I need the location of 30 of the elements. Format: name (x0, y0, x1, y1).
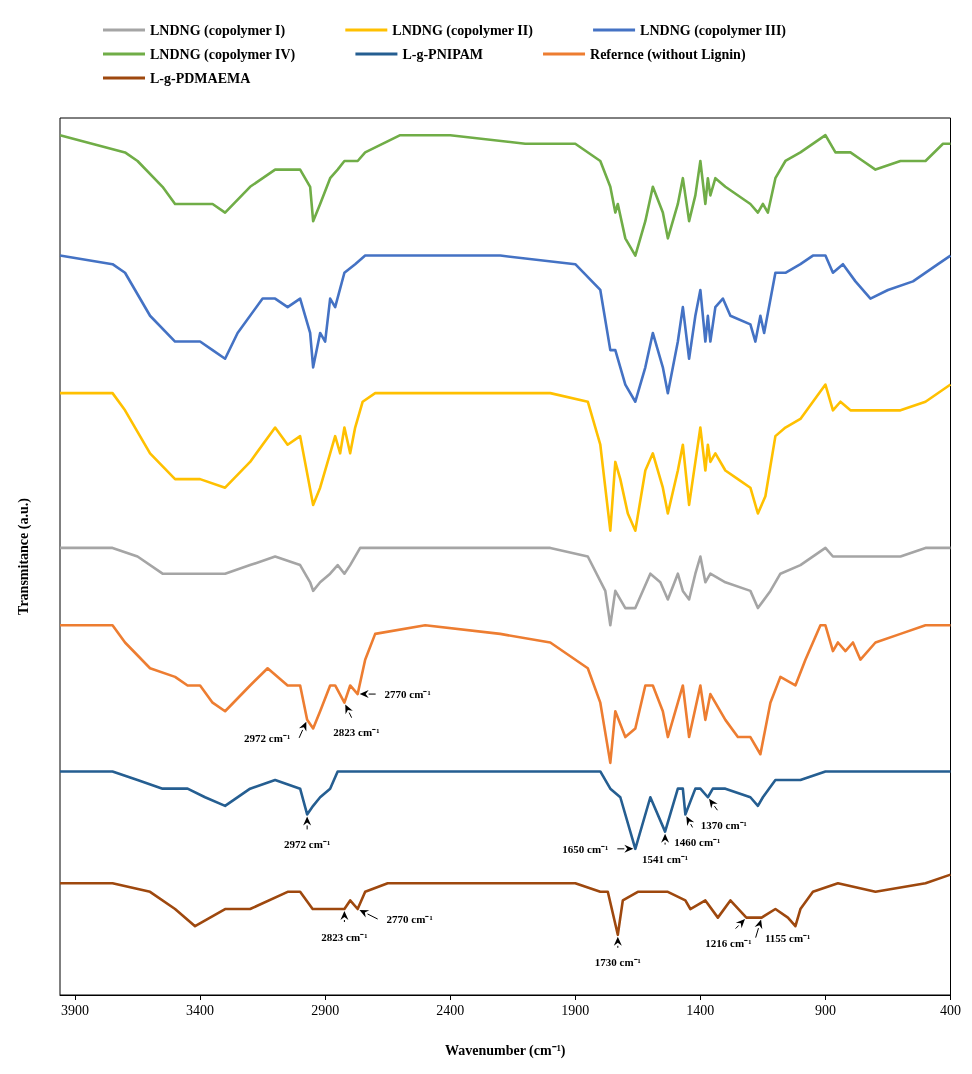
legend-label: L-g-PDMAEMA (150, 70, 252, 86)
annotation: 1730 cm⁻¹ (594, 956, 641, 969)
x-tick-label: 3400 (186, 1002, 215, 1018)
x-tick-label: 3900 (61, 1002, 90, 1018)
annotation: 2972 cm⁻¹ (284, 837, 331, 850)
annotation: 2770 cm⁻¹ (384, 688, 431, 701)
legend-label: L-g-PNIPAM (402, 46, 484, 62)
annotation: 1460 cm⁻¹ (674, 835, 721, 848)
annotation: 2770 cm⁻¹ (386, 913, 433, 926)
x-tick-label: 1900 (561, 1002, 590, 1018)
legend-label: LNDNG (copolymer III) (640, 22, 787, 39)
legend-label: LNDNG (copolymer IV) (150, 46, 296, 63)
annotation: 1541 cm⁻¹ (642, 853, 689, 866)
annotation: 1155 cm⁻¹ (764, 931, 811, 944)
annotation: 2972 cm⁻¹ (244, 731, 291, 744)
annotation: 1216 cm⁻¹ (705, 937, 752, 950)
annotation: 2823 cm⁻¹ (321, 930, 368, 943)
legend-label: Refernce (without Lignin) (590, 46, 746, 63)
x-tick-label: 2900 (311, 1002, 340, 1018)
x-tick-label: 2400 (436, 1002, 465, 1018)
legend-label: LNDNG (copolymer II) (392, 22, 534, 39)
annotation: 1650 cm⁻¹ (562, 842, 609, 855)
annotation: 1370 cm⁻¹ (700, 818, 747, 831)
annotation: 2823 cm⁻¹ (333, 726, 380, 739)
x-tick-label: 400 (940, 1002, 961, 1018)
x-tick-label: 1400 (686, 1002, 715, 1018)
x-tick-label: 900 (814, 1002, 836, 1018)
y-axis-title: Transmitance (a.u.) (15, 497, 32, 615)
x-axis-title: Wavenumber (cm⁻¹) (444, 1042, 566, 1059)
legend-label: LNDNG (copolymer I) (150, 22, 286, 39)
